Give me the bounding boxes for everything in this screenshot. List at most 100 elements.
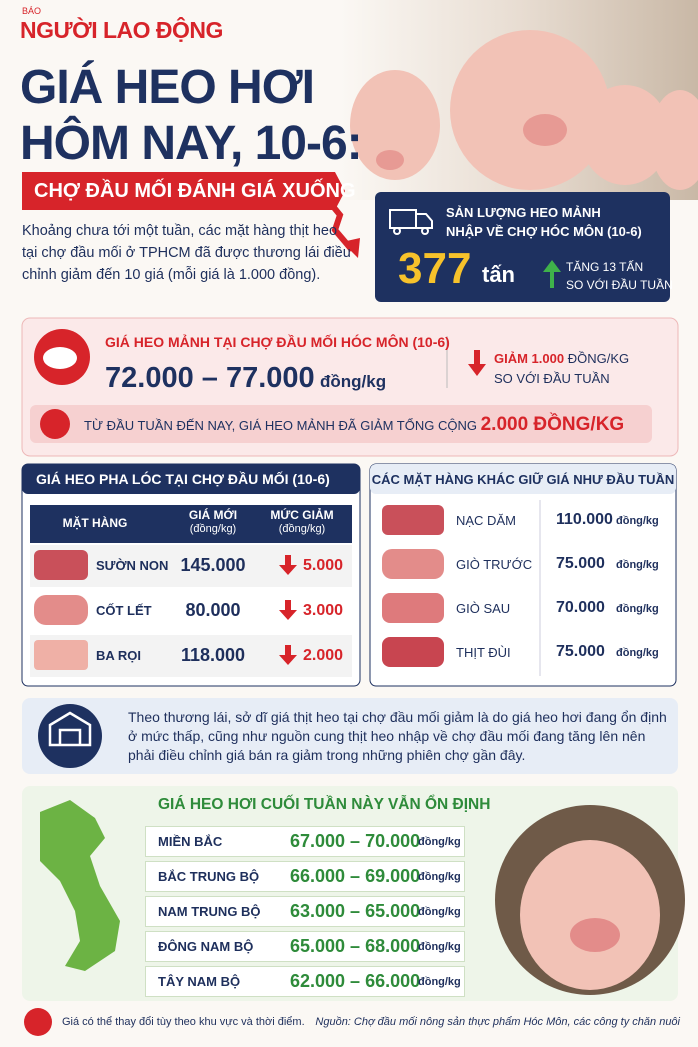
region-unit: đồng/kg	[418, 941, 461, 953]
others-title: CÁC MẶT HÀNG KHÁC GIỮ GIÁ NHƯ ĐẦU TUẦN	[371, 472, 675, 487]
price-label: GIÁ HEO MẢNH TẠI CHỢ ĐẦU MỐI HÓC MÔN (10…	[105, 334, 450, 350]
title-line: GIÁ HEO HƠI	[20, 61, 315, 114]
pigs-photo	[350, 30, 698, 190]
pig-snout	[570, 918, 620, 952]
table-header	[30, 505, 352, 543]
subtitle: CHỢ ĐẦU MỐI ĐÁNH GIÁ XUỐNG	[34, 180, 356, 202]
region-name: MIỀN BẮC	[158, 834, 223, 849]
region-name: NAM TRUNG BỘ	[158, 904, 261, 919]
item-unit: đồng/kg	[616, 515, 659, 527]
item-name: GIÒ TRƯỚC	[456, 557, 533, 572]
cut-drop: 2.000	[303, 647, 344, 664]
summary: TỪ ĐẦU TUẦN ĐẾN NAY, GIÁ HEO MẢNH ĐÃ GIẢ…	[84, 414, 624, 436]
region-range: 62.000 – 66.000	[290, 971, 421, 991]
item-unit: đồng/kg	[616, 603, 659, 615]
region-row	[145, 966, 465, 997]
map	[40, 800, 120, 971]
meat-images	[34, 550, 88, 670]
cuts-header	[22, 464, 360, 494]
region-row	[145, 896, 465, 927]
cut-price: 145.000	[180, 555, 246, 575]
volume-change: TĂNG 13 TẤN SO VỚI ĐẦU TUẦN	[566, 258, 673, 294]
cut-name: BA RỌI	[96, 648, 142, 663]
column-header: (đồng/kg)	[278, 523, 326, 535]
item-price: 75.000	[556, 555, 605, 572]
pig-shape	[43, 347, 77, 369]
cuts-title: GIÁ HEO PHA LÓC TẠI CHỢ ĐẦU MỐI (10-6)	[36, 471, 330, 487]
brand-name: NGƯỜI LAO ĐỘNG	[20, 17, 223, 43]
volume-box	[375, 192, 670, 302]
subtitle-banner	[22, 172, 345, 210]
label-line: NHẬP VỀ CHỢ HÓC MÔN (10-6)	[446, 224, 642, 239]
warehouse-shape	[48, 711, 92, 747]
pig-face	[520, 840, 660, 990]
region-row	[145, 861, 465, 892]
column-header: GIÁ MỚI	[188, 508, 238, 522]
item-name: GIÒ SAU	[456, 601, 511, 616]
change: GIẢM 1.000	[494, 351, 565, 366]
brand-kicker: BÁO	[22, 6, 42, 16]
cut-drop: 3.000	[303, 602, 344, 619]
change-note: SO VỚI ĐẦU TUẦN	[494, 371, 610, 386]
summary-bar	[30, 405, 652, 443]
change-unit: ĐỒNG/KG	[567, 351, 630, 366]
warehouse-icon	[38, 704, 102, 768]
region-unit: đồng/kg	[418, 976, 461, 988]
note: Theo thương lái, sở dĩ giá thịt heo tại …	[128, 709, 667, 763]
region-name: BẮC TRUNG BỘ	[158, 869, 260, 884]
down-arrow	[468, 350, 486, 376]
column-header: MẶT HÀNG	[62, 516, 128, 530]
cut-name: CỐT LẾT	[96, 603, 152, 618]
item-unit: đồng/kg	[616, 647, 659, 659]
cut-price: 80.000	[185, 600, 241, 620]
region-range: 67.000 – 70.000	[290, 831, 421, 851]
truck-icon	[389, 209, 433, 235]
volume-unit: tấn	[482, 262, 515, 287]
price-range: 72.000 – 77.000	[105, 362, 315, 394]
item-price: 110.000	[556, 511, 613, 528]
price-change: GIẢM 1.000 ĐỒNG/KG SO VỚI ĐẦU TUẦN	[494, 349, 629, 389]
price-unit: đồng/kg	[320, 372, 387, 391]
region-range: 66.000 – 69.000	[290, 866, 421, 886]
region-unit: đồng/kg	[418, 836, 461, 848]
volume-label: SẢN LƯỢNG HEO MẢNH NHẬP VỀ CHỢ HÓC MÔN (…	[446, 203, 642, 241]
item-unit: đồng/kg	[616, 559, 659, 571]
cut-name: SƯỜN NON	[96, 558, 169, 573]
up-arrow	[543, 260, 561, 288]
summary-text: TỪ ĐẦU TUẦN ĐẾN NAY, GIÁ HEO MẢNH ĐÃ GIẢ…	[84, 418, 477, 433]
item-name: NẠC DĂM	[456, 513, 516, 528]
others-header	[370, 464, 676, 494]
region-name: ĐÔNG NAM BỘ	[158, 939, 254, 954]
footer-icon	[24, 1008, 52, 1036]
down-arrow	[315, 186, 355, 252]
footer-note: Giá có thể thay đổi tùy theo khu vực và …	[62, 1016, 305, 1028]
arrow-head	[342, 238, 360, 258]
region-range: 63.000 – 65.000	[290, 901, 421, 921]
piggy-icon	[40, 409, 70, 439]
change: TĂNG 13 TẤN	[566, 260, 644, 274]
label-line: SẢN LƯỢNG HEO MẢNH	[446, 205, 601, 220]
region-range: 65.000 – 68.000	[290, 936, 421, 956]
summary-highlight: 2.000 ĐỒNG/KG	[480, 414, 625, 435]
region-name: TÂY NAM BỘ	[158, 974, 241, 989]
down-arrows	[279, 555, 297, 665]
column-header: (đồng/kg)	[189, 523, 237, 535]
title-line: HÔM NAY, 10-6:	[20, 117, 363, 170]
footer-source: Nguồn: Chợ đầu mối nông sản thực phẩm Hó…	[315, 1016, 680, 1028]
item-price: 70.000	[556, 599, 605, 616]
regions-title: GIÁ HEO HƠI CUỐI TUẦN NÀY VẪN ỔN ĐỊNH	[158, 796, 491, 813]
note-box	[22, 698, 678, 774]
title: GIÁ HEO HƠI HÔM NAY, 10-6:	[20, 60, 363, 172]
cut-drop: 5.000	[303, 557, 344, 574]
intro: Khoảng chưa tới một tuần, các mặt hàng t…	[22, 223, 351, 283]
region-row	[145, 826, 465, 857]
region-row	[145, 931, 465, 962]
region-unit: đồng/kg	[418, 906, 461, 918]
change-note: SO VỚI ĐẦU TUẦN	[566, 278, 673, 292]
item-name: THỊT ĐÙI	[456, 645, 511, 660]
region-unit: đồng/kg	[418, 871, 461, 883]
volume-value: 377	[398, 244, 472, 293]
item-price: 75.000	[556, 643, 605, 660]
column-header: MỨC GIẢM	[270, 508, 334, 522]
